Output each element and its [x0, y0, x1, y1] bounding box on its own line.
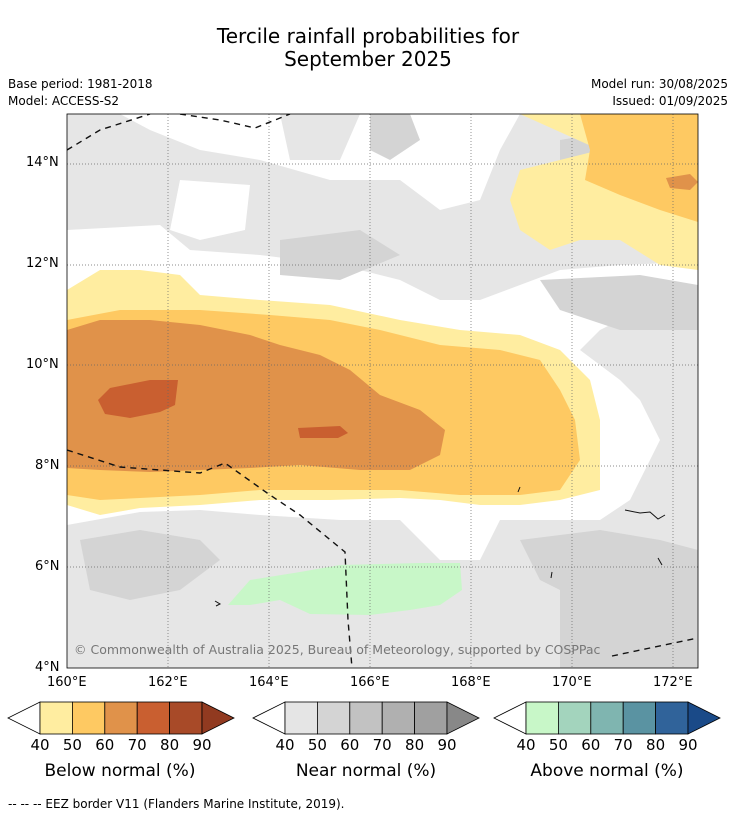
legend-tick: 80 [646, 736, 666, 754]
copyright-text: © Commonwealth of Australia 2025, Bureau… [74, 642, 600, 657]
legend-swatch [349, 701, 383, 735]
legend-title-near: Near normal (%) [295, 761, 437, 781]
legend-tick: 80 [405, 736, 425, 754]
lon-label: 160°E [47, 675, 87, 690]
below-normal-60-ne [666, 174, 698, 190]
legend-swatch [655, 701, 689, 735]
legend-swatch [590, 701, 624, 735]
title-line-2: September 2025 [284, 47, 452, 71]
legend-tick: 50 [548, 736, 568, 754]
legend-swatch-max [687, 701, 721, 735]
legend-tick: 70 [372, 736, 392, 754]
below-normal-60 [67, 320, 445, 472]
base-period: Base period: 1981-2018 [8, 77, 153, 91]
islands [214, 486, 666, 607]
legend-swatch-max [201, 701, 235, 735]
legend-tick: 50 [307, 736, 327, 754]
white-region-north [120, 114, 520, 210]
lat-label: 12°N [26, 256, 59, 271]
legend-tick: 60 [95, 736, 115, 754]
legend-tick: 70 [127, 736, 147, 754]
legend-swatch [316, 701, 351, 735]
legend-tick: 50 [62, 736, 82, 754]
map-frame [66, 113, 699, 669]
lat-label: 6°N [35, 559, 60, 574]
lon-label: 162°E [148, 675, 188, 690]
eez-borders [67, 114, 698, 668]
legend-swatch [72, 701, 106, 735]
legend-tick: 40 [275, 736, 295, 754]
lon-label: 172°E [653, 675, 693, 690]
legend-swatch [558, 701, 592, 735]
legend-title-below: Below normal (%) [44, 761, 196, 781]
near-normal-patch [370, 114, 420, 160]
legend-swatch [284, 701, 318, 735]
below-normal-70-small [298, 426, 348, 438]
legend-swatch [169, 701, 203, 735]
issued-date: Issued: 01/09/2025 [612, 94, 728, 108]
legend-swatch [39, 701, 73, 735]
legend-swatch [381, 701, 416, 735]
legend-swatch-max [446, 701, 480, 735]
map-area [67, 114, 698, 668]
above-normal-40 [228, 563, 462, 615]
legend-tick: 40 [516, 736, 536, 754]
lon-label: 166°E [350, 675, 390, 690]
legend-title-above: Above normal (%) [530, 761, 684, 781]
lon-label: 170°E [552, 675, 592, 690]
legend-tick: 60 [340, 736, 360, 754]
legend-swatch [622, 701, 657, 735]
legend-tick: 70 [613, 736, 633, 754]
legend-swatch [104, 701, 138, 735]
lon-label: 164°E [249, 675, 289, 690]
model-run: Model run: 30/08/2025 [590, 77, 728, 91]
below-normal-50-ne [580, 114, 698, 222]
legend-swatch [136, 701, 170, 735]
lat-label: 10°N [26, 357, 59, 372]
title-line-1: Tercile rainfall probabilities for [216, 24, 520, 48]
near-normal-patch [80, 530, 220, 600]
legend-above-normal [493, 701, 721, 735]
lat-label: 8°N [35, 458, 60, 473]
near-normal-patch [560, 590, 698, 668]
lat-label: 14°N [26, 155, 59, 170]
graticule [67, 114, 698, 668]
legend-tick: 60 [581, 736, 601, 754]
lat-label: 4°N [35, 660, 60, 675]
legend-below-normal [7, 701, 235, 735]
legend-near-normal [252, 701, 480, 735]
legend-swatch [525, 701, 559, 735]
legend-tick: 90 [192, 736, 212, 754]
legend-tick: 40 [30, 736, 50, 754]
footer-note: -- -- -- EEZ border V11 (Flanders Marine… [8, 797, 345, 811]
near-normal-patch [540, 275, 698, 330]
lon-label: 168°E [451, 675, 491, 690]
legend-tick: 90 [678, 736, 698, 754]
legend-tick: 90 [437, 736, 457, 754]
below-normal-70 [98, 380, 178, 418]
white-region-small [170, 180, 250, 240]
model-name: Model: ACCESS-S2 [8, 94, 120, 108]
legend-swatch [414, 701, 448, 735]
legend-tick: 80 [160, 736, 180, 754]
